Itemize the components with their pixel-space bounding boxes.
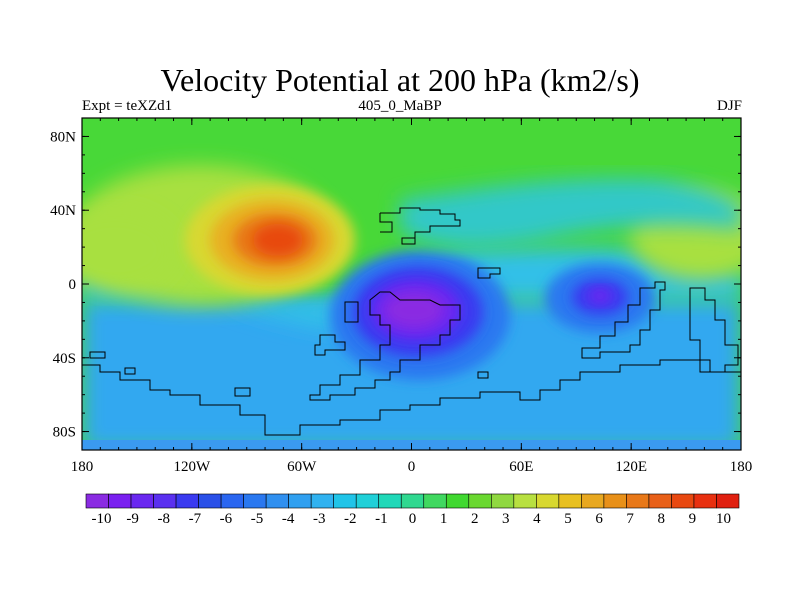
colorbar-swatch (716, 493, 740, 509)
run-label: 405_0_MaBP (358, 98, 442, 114)
x-tick-label: 180 (730, 459, 753, 475)
y-tick-label: 40S (53, 351, 76, 367)
colorbar-swatch (491, 493, 515, 509)
colorbar-label: -5 (251, 511, 264, 527)
y-tick-label: 80N (50, 129, 76, 145)
field-ridge-west (82, 210, 175, 290)
coastline-island-4 (124, 367, 136, 375)
x-tick-label: 0 (408, 459, 416, 475)
colorbar-label: 9 (689, 511, 697, 527)
season-label: DJF (716, 98, 742, 114)
colorbar-swatch (378, 493, 402, 509)
coastline-island-6 (477, 371, 489, 379)
colorbar-label: -9 (126, 511, 139, 527)
colorbar-label: 1 (440, 511, 448, 527)
colorbar-swatch (130, 493, 154, 509)
colorbar-label: 4 (533, 511, 541, 527)
colorbar-label: -8 (157, 511, 170, 527)
x-tick-label: 120E (615, 459, 647, 475)
colorbar-label: -7 (189, 511, 202, 527)
colorbar-swatch (558, 493, 582, 509)
colorbar-label: -3 (313, 511, 326, 527)
x-tick-label: 180 (71, 459, 94, 475)
colorbar-label: 8 (658, 511, 666, 527)
colorbar-swatch (243, 493, 267, 509)
x-tick-label: 120W (173, 459, 211, 475)
colorbar-swatch (468, 493, 492, 509)
coastlines (82, 207, 741, 436)
colorbar-swatch (445, 493, 470, 509)
colorbar-swatch (693, 493, 717, 509)
experiment-label: Expt = teXZd1 (82, 98, 173, 114)
colorbar-swatch (220, 493, 244, 509)
colorbar-swatch (265, 493, 289, 509)
coastline-antarctica (82, 359, 741, 436)
colorbar-label: 7 (626, 511, 634, 527)
y-tick-label: 40N (50, 203, 76, 219)
colorbar-swatch (671, 493, 695, 509)
colorbar-label: 0 (409, 511, 417, 527)
colorbar-label: 5 (564, 511, 572, 527)
colorbar-swatch (626, 493, 650, 509)
colorbar-swatch (85, 493, 109, 509)
coastline-arabia (477, 267, 501, 279)
colorbar-swatch (603, 493, 627, 509)
field-indian-core (588, 288, 612, 304)
colorbar-swatch (648, 493, 672, 509)
colorbar-swatch (153, 493, 177, 509)
colorbar-label: -1 (375, 511, 388, 527)
coastline-island-3 (89, 351, 106, 359)
colorbar-swatch (310, 493, 334, 509)
colorbar-swatch (423, 493, 447, 509)
colorbar-swatch (536, 493, 560, 509)
coastline-island-2 (314, 334, 346, 356)
colorbar-swatch (288, 493, 312, 509)
field-positive-core (253, 224, 303, 256)
axes: 180 120W 60W 0 60E 120E 180 80N 40N 0 40S 80S (50, 118, 752, 475)
colorbar-swatch (400, 493, 425, 509)
coastline-south-america-africa (309, 291, 461, 401)
colorbar-label: 3 (502, 511, 510, 527)
colorbar-swatch (198, 493, 222, 509)
colorbar: -10 -9 -8 -7 -6 -5 -4 -3 -2 -1 0 1 2 3 4 5 6 7 8 9 10 (85, 493, 740, 527)
colorbar-swatch (175, 493, 199, 509)
chart-title: Velocity Potential at 200 hPa (km2/s) (160, 62, 640, 98)
y-tick-label: 0 (69, 277, 77, 293)
colorbar-label: 2 (471, 511, 479, 527)
colorbar-swatch (108, 493, 132, 509)
colorbar-label: -10 (92, 511, 112, 527)
filled-contour-field (82, 118, 741, 450)
coastline-australia-maritime (689, 287, 739, 373)
colorbar-swatch (355, 493, 380, 509)
colorbar-swatch (513, 493, 537, 509)
field-eurasia-tongue (400, 179, 741, 247)
coastline-europe (379, 207, 461, 245)
field-negative-core (384, 292, 444, 328)
colorbar-swatch (581, 493, 605, 509)
coastline-island-1 (344, 301, 359, 323)
coastline-southeast-asia (581, 281, 666, 359)
colorbar-label: -6 (220, 511, 233, 527)
coastline-island-5 (234, 387, 251, 397)
colorbar-label: 10 (716, 511, 731, 527)
colorbar-swatch (333, 493, 357, 509)
y-tick-label: 80S (53, 425, 76, 441)
x-tick-label: 60E (509, 459, 533, 475)
colorbar-label: -4 (282, 511, 295, 527)
x-tick-label: 60W (287, 459, 317, 475)
colorbar-label: -2 (344, 511, 357, 527)
colorbar-label: 6 (595, 511, 603, 527)
